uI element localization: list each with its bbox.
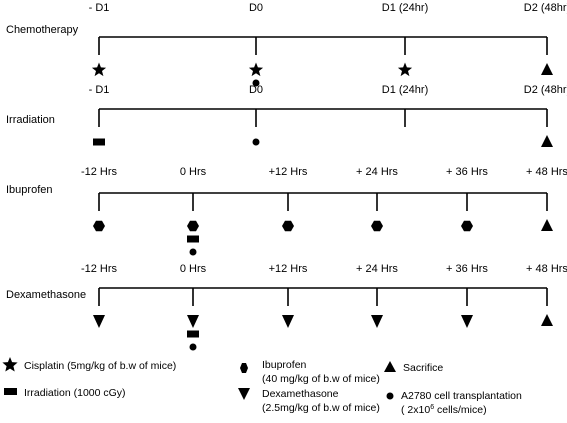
legend-cisplatin-label: Cisplatin (5mg/kg of b.w of mice) <box>24 360 176 372</box>
legend-dexamethasone-dose: (2.5mg/kg of b.w of mice) <box>262 402 380 414</box>
inverted-triangle-icon <box>93 315 105 328</box>
time-label: - D1 <box>89 2 110 14</box>
time-label: D2 (48hr) <box>524 2 567 14</box>
time-label: + 48 Hrs <box>526 166 567 178</box>
circle-icon <box>386 392 394 400</box>
rect-icon <box>187 330 199 338</box>
time-label: D0 <box>249 2 263 14</box>
timeline-dexamethasone: Dexamethasone -12 Hrs 0 Hrs +12 Hrs + 24 Hrs… <box>6 263 567 351</box>
star-icon <box>91 62 107 77</box>
time-label: + 48 Hrs <box>526 263 567 275</box>
inverted-triangle-icon <box>461 315 473 328</box>
circle-icon <box>252 138 260 146</box>
inverted-triangle-icon <box>238 388 250 400</box>
timeline-label: Irradiation <box>6 114 55 126</box>
timeline-ibuprofen: Ibuprofen -12 Hrs 0 Hrs +12 Hrs + 24 Hrs + 36… <box>6 166 567 256</box>
legend-dexamethasone: Dexamethasone (2.5mg/kg of b.w of mice) <box>238 388 380 414</box>
circle-icon <box>189 343 197 351</box>
time-label: -12 Hrs <box>81 166 118 178</box>
legend-ibuprofen-dose: (40 mg/kg of b.w of mice) <box>262 373 380 385</box>
timeline-irradiation: Irradiation - D1 D0 D1 (24hr) D2 (48hr) <box>6 84 567 147</box>
transplant-count-suffix: cells/mice) <box>434 404 487 416</box>
legend-dexamethasone-label: Dexamethasone <box>262 388 339 400</box>
legend-irradiation: Irradiation (1000 cGy) <box>4 387 126 399</box>
time-label: + 36 Hrs <box>446 263 488 275</box>
time-label: +12 Hrs <box>269 263 308 275</box>
legend-transplantation: A2780 cell transplantation ( 2x106 cells… <box>386 390 522 416</box>
time-label: D0 <box>249 84 263 96</box>
hexagon-icon <box>371 220 383 232</box>
transplant-count-prefix: ( 2x10 <box>401 404 430 416</box>
circle-icon <box>252 79 260 87</box>
legend-cisplatin: Cisplatin (5mg/kg of b.w of mice) <box>2 357 176 372</box>
legend-ibuprofen: Ibuprofen (40 mg/kg of b.w of mice) <box>240 359 380 385</box>
rect-icon <box>187 235 199 243</box>
rect-icon <box>93 138 105 146</box>
triangle-icon <box>541 314 553 326</box>
triangle-icon <box>384 361 396 372</box>
hexagon-icon <box>187 220 199 232</box>
triangle-icon <box>541 135 553 147</box>
timeline-label: Dexamethasone <box>6 289 86 301</box>
triangle-icon <box>541 63 553 75</box>
timeline-label: Chemotherapy <box>6 24 79 36</box>
time-label: 0 Hrs <box>180 166 207 178</box>
triangle-icon <box>541 219 553 231</box>
time-label: D2 (48hr) <box>524 84 567 96</box>
time-label: D1 (24hr) <box>382 2 428 14</box>
legend-irradiation-label: Irradiation (1000 cGy) <box>24 387 126 399</box>
time-label: + 24 Hrs <box>356 166 398 178</box>
legend-sacrifice-label: Sacrifice <box>403 362 443 374</box>
time-label: D1 (24hr) <box>382 84 428 96</box>
time-label: 0 Hrs <box>180 263 207 275</box>
hexagon-icon <box>282 220 294 232</box>
hexagon-icon <box>240 363 248 373</box>
transplant-count-exponent: 6 <box>430 404 434 411</box>
time-label: + 24 Hrs <box>356 263 398 275</box>
rect-icon <box>4 388 17 395</box>
legend-ibuprofen-label: Ibuprofen <box>262 359 307 371</box>
hexagon-icon <box>93 220 105 232</box>
legend: Cisplatin (5mg/kg of b.w of mice) Irradi… <box>2 357 522 416</box>
inverted-triangle-icon <box>282 315 294 328</box>
timeline-label: Ibuprofen <box>6 184 52 196</box>
star-icon <box>248 62 264 77</box>
legend-sacrifice: Sacrifice <box>384 361 443 374</box>
timeline-chemotherapy: Chemotherapy - D1 D0 D1 (24hr) D2 (48hr) <box>6 2 567 87</box>
time-label: - D1 <box>89 84 110 96</box>
circle-icon <box>189 248 197 256</box>
star-icon <box>397 62 413 77</box>
legend-transplantation-label: A2780 cell transplantation <box>401 390 522 402</box>
inverted-triangle-icon <box>371 315 383 328</box>
time-label: -12 Hrs <box>81 263 118 275</box>
time-label: + 36 Hrs <box>446 166 488 178</box>
inverted-triangle-icon <box>187 315 199 328</box>
hexagon-icon <box>461 220 473 232</box>
time-label: +12 Hrs <box>269 166 308 178</box>
star-icon <box>2 357 18 372</box>
legend-transplantation-count: ( 2x106 cells/mice) <box>401 404 487 416</box>
